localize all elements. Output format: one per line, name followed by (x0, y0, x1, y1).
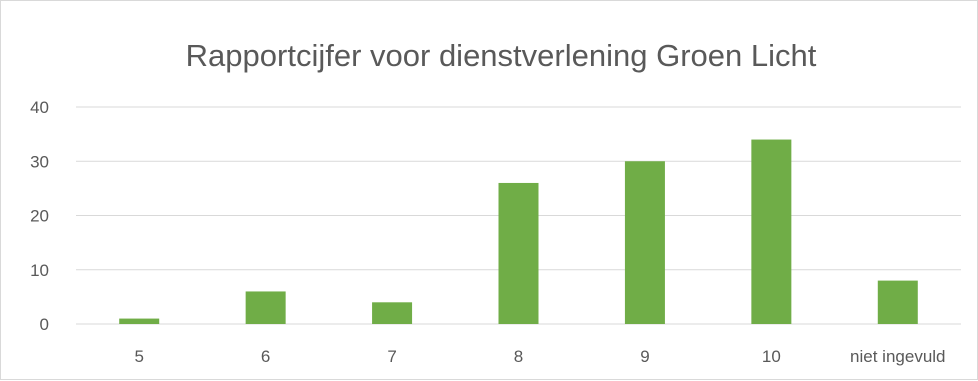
bar-8 (498, 182, 539, 324)
y-tick-label: 0 (40, 315, 49, 334)
x-axis-ticks: 5 6 7 8 9 10 niet ingevuld (134, 347, 945, 366)
y-tick-label: 20 (30, 207, 49, 226)
y-tick-label: 30 (30, 152, 49, 171)
chart-title: Rapportcijfer voor dienstverlening Groen… (186, 38, 817, 73)
x-tick-label: 8 (514, 347, 523, 366)
bar-10 (751, 139, 792, 324)
x-tick-label: 9 (640, 347, 649, 366)
bar-5 (119, 318, 160, 324)
y-tick-label: 40 (30, 98, 49, 117)
bars (119, 139, 918, 324)
x-tick-label: 5 (134, 347, 143, 366)
bar-niet-ingevuld (877, 280, 918, 324)
x-tick-label: 10 (762, 347, 781, 366)
x-tick-label: 7 (387, 347, 396, 366)
x-tick-label: 6 (261, 347, 270, 366)
y-axis-ticks: 0 10 20 30 40 (30, 98, 49, 334)
y-tick-label: 10 (30, 261, 49, 280)
x-tick-label: niet ingevuld (850, 347, 945, 366)
bar-9 (624, 161, 665, 324)
bar-7 (372, 302, 413, 324)
bar-6 (245, 291, 286, 324)
